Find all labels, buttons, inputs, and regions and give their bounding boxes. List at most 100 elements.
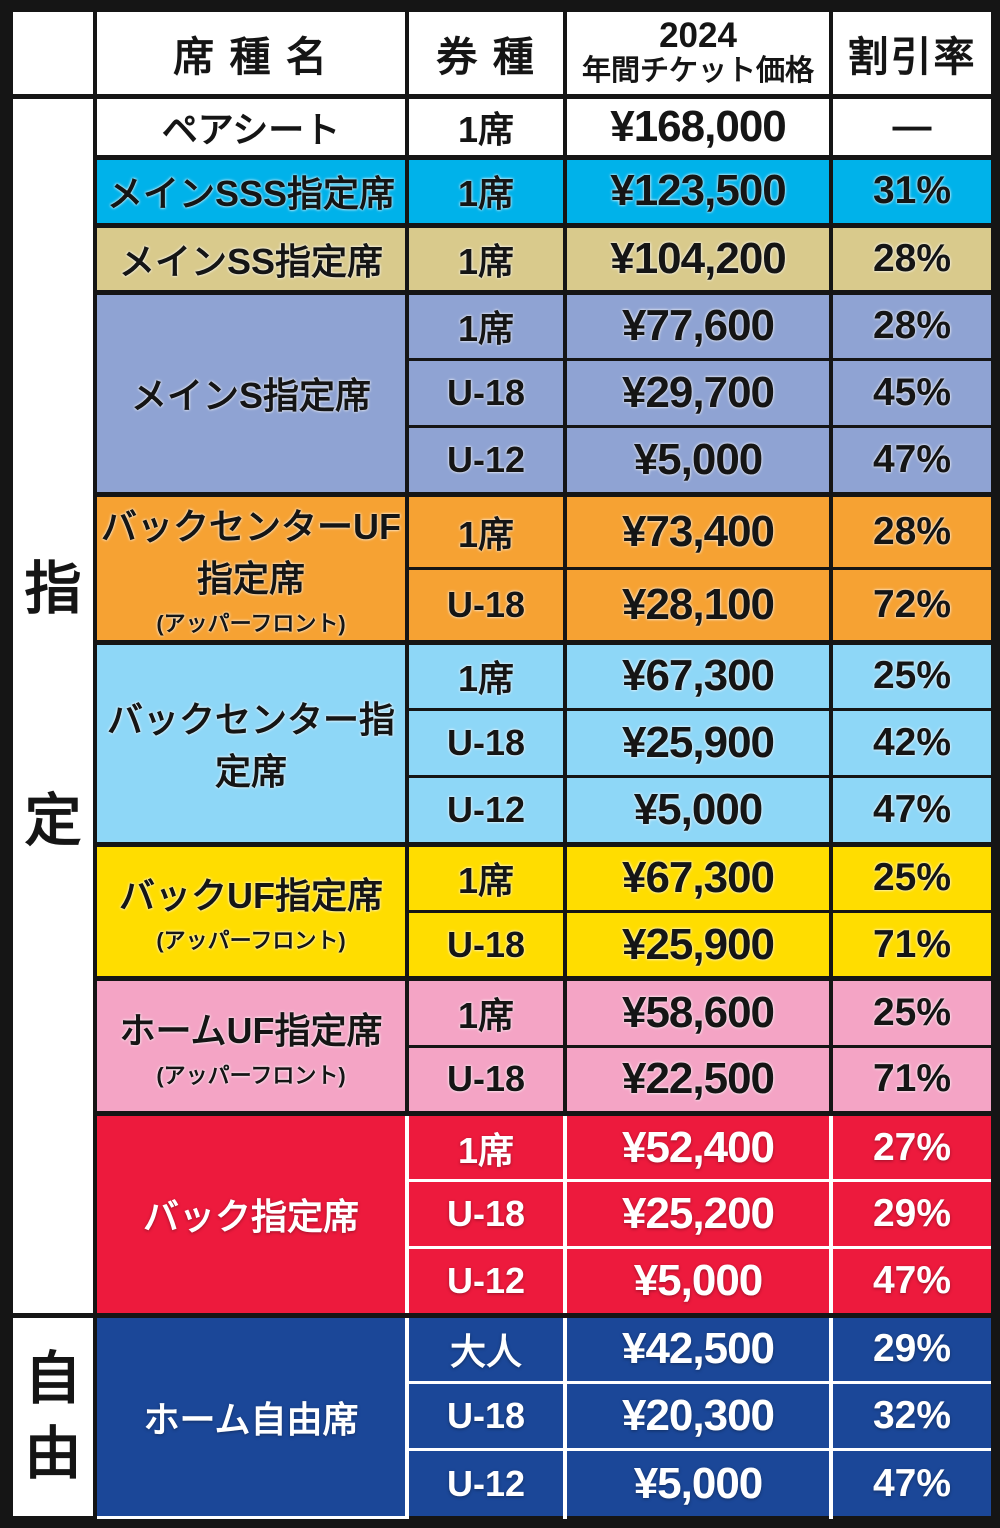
ticket-type-cell: 1席 <box>405 222 567 294</box>
ticket-type-cell: 1席 <box>405 841 567 913</box>
price-cell: ¥5,000 <box>563 1246 833 1317</box>
group-label-reserved-chars: 指 定 <box>15 561 91 850</box>
table-row: U-18 ¥22,500 71% <box>11 1044 995 1115</box>
price-cell: ¥67,300 <box>563 639 833 711</box>
seat-name-cell: メインSSS指定席 <box>93 155 409 227</box>
price-table: 席 種 名 券 種 2024 年間チケット価格 割引率 指 定 ペアシート 1席… <box>9 9 995 1520</box>
price-cell: ¥29,700 <box>563 358 833 429</box>
price-cell: ¥25,900 <box>563 909 833 981</box>
col-header-price-label: 年間チケット価格 <box>581 54 814 87</box>
ticket-type-cell: 1席 <box>405 155 567 227</box>
col-header-discount: 割引率 <box>829 9 995 99</box>
discount-cell: 29% <box>829 1312 995 1385</box>
table-row: メインSSS指定席 1席 ¥123,500 31% <box>11 155 995 227</box>
table-row: U-18 ¥20,300 32% <box>11 1381 995 1452</box>
group-char: 由 <box>24 1421 82 1486</box>
price-cell: ¥67,300 <box>563 841 833 913</box>
discount-cell: 71% <box>829 1044 995 1115</box>
ticket-type-cell: U-18 <box>405 1044 567 1115</box>
discount-cell: 28% <box>829 289 995 362</box>
discount-cell: 72% <box>829 566 995 644</box>
discount-cell: 47% <box>829 425 995 496</box>
discount-cell: 25% <box>829 976 995 1048</box>
seat-name-cell: ペアシート <box>93 93 409 160</box>
table-row: U-18 ¥25,900 71% <box>11 909 995 981</box>
discount-cell: 71% <box>829 909 995 981</box>
group-label-free: 自 由 <box>9 1312 97 1520</box>
discount-cell: — <box>829 93 995 160</box>
table-row: U-18 ¥29,700 45% <box>11 358 995 429</box>
price-cell: ¥22,500 <box>563 1044 833 1115</box>
ticket-type-cell: U-18 <box>405 1179 567 1250</box>
col-header-price-year: 2024 <box>659 15 737 55</box>
discount-cell: 47% <box>829 775 995 846</box>
seat-name-cell: バック指定席 <box>93 1110 409 1317</box>
seat-name-cell: ホーム自由席 <box>93 1312 409 1520</box>
seat-name: バックセンターUF指定席 <box>101 506 401 600</box>
ticket-type-cell: U-12 <box>405 775 567 846</box>
ticket-type-cell: 1席 <box>405 491 567 570</box>
table-row: U-18 ¥28,100 72% <box>11 566 995 644</box>
price-cell: ¥25,900 <box>563 707 833 779</box>
header-row: 席 種 名 券 種 2024 年間チケット価格 割引率 <box>9 9 995 99</box>
table-row: バック指定席 1席 ¥52,400 27% <box>11 1110 995 1317</box>
price-cell: ¥5,000 <box>563 1448 833 1519</box>
ticket-type-cell: 1席 <box>405 93 567 160</box>
ticket-type-cell: 1席 <box>405 976 567 1048</box>
group-char: 自 <box>24 1346 82 1411</box>
price-cell: ¥104,200 <box>563 222 833 294</box>
price-cell: ¥52,400 <box>563 1110 833 1183</box>
table-row: メインS指定席 1席 ¥77,600 28% <box>11 289 995 496</box>
ticket-type-cell: U-12 <box>405 425 567 496</box>
table-row: U-12 ¥5,000 47% <box>11 1246 995 1317</box>
ticket-type-cell: U-18 <box>405 1381 567 1452</box>
ticket-type-cell: 大人 <box>405 1312 567 1385</box>
table-row: U-18 ¥25,900 42% <box>11 707 995 779</box>
table-row: 自 由 ホーム自由席 大人 ¥42,500 29% <box>9 1312 995 1520</box>
ticket-type-cell: U-12 <box>405 1448 567 1519</box>
seat-name-subtitle: (アッパーフロント) <box>156 1063 346 1089</box>
ticket-type-cell: U-18 <box>405 358 567 429</box>
seat-name-cell: バックUF指定席 (アッパーフロント) <box>93 841 409 981</box>
discount-cell: 45% <box>829 358 995 429</box>
seat-name-subtitle: (アッパーフロント) <box>156 611 346 637</box>
price-cell: ¥42,500 <box>563 1312 833 1385</box>
price-cell: ¥20,300 <box>563 1381 833 1452</box>
discount-cell: 47% <box>829 1246 995 1317</box>
corner-cell <box>9 9 97 99</box>
discount-cell: 25% <box>829 639 995 711</box>
discount-cell: 28% <box>829 491 995 570</box>
seat-name: ホームUF指定席 <box>119 1010 383 1052</box>
table-row: バックセンターUF指定席 (アッパーフロント) 1席 ¥73,400 28% <box>11 491 995 644</box>
ticket-type-cell: U-12 <box>405 1246 567 1317</box>
price-cell: ¥5,000 <box>563 425 833 496</box>
col-header-seat-name: 席 種 名 <box>93 9 409 99</box>
discount-cell: 28% <box>829 222 995 294</box>
discount-cell: 31% <box>829 155 995 227</box>
price-cell: ¥28,100 <box>563 566 833 644</box>
discount-cell: 27% <box>829 1110 995 1183</box>
table-row: U-12 ¥5,000 47% <box>11 425 995 496</box>
price-cell: ¥168,000 <box>563 93 833 160</box>
table-row: U-12 ¥5,000 47% <box>11 775 995 846</box>
seat-name-cell: メインSS指定席 <box>93 222 409 294</box>
group-label-free-chars: 自 由 <box>15 1346 91 1486</box>
price-cell: ¥77,600 <box>563 289 833 362</box>
ticket-type-cell: 1席 <box>405 289 567 362</box>
table-row: バックセンター指定席 1席 ¥67,300 25% <box>11 639 995 846</box>
price-cell: ¥25,200 <box>563 1179 833 1250</box>
table-row: メインSS指定席 1席 ¥104,200 28% <box>11 222 995 294</box>
discount-cell: 32% <box>829 1381 995 1452</box>
seat-name-cell: メインS指定席 <box>93 289 409 496</box>
table-row: ホームUF指定席 (アッパーフロント) 1席 ¥58,600 25% <box>11 976 995 1115</box>
col-header-price: 2024 年間チケット価格 <box>563 9 833 99</box>
ticket-type-cell: 1席 <box>405 639 567 711</box>
seat-name: バックUF指定席 <box>119 875 383 917</box>
table-row: 指 定 ペアシート 1席 ¥168,000 — <box>9 93 995 1317</box>
table-row: U-12 ¥5,000 47% <box>11 1448 995 1519</box>
ticket-type-cell: U-18 <box>405 566 567 644</box>
price-cell: ¥5,000 <box>563 775 833 846</box>
seat-name-subtitle: (アッパーフロント) <box>156 928 346 954</box>
price-cell: ¥73,400 <box>563 491 833 570</box>
discount-cell: 29% <box>829 1179 995 1250</box>
